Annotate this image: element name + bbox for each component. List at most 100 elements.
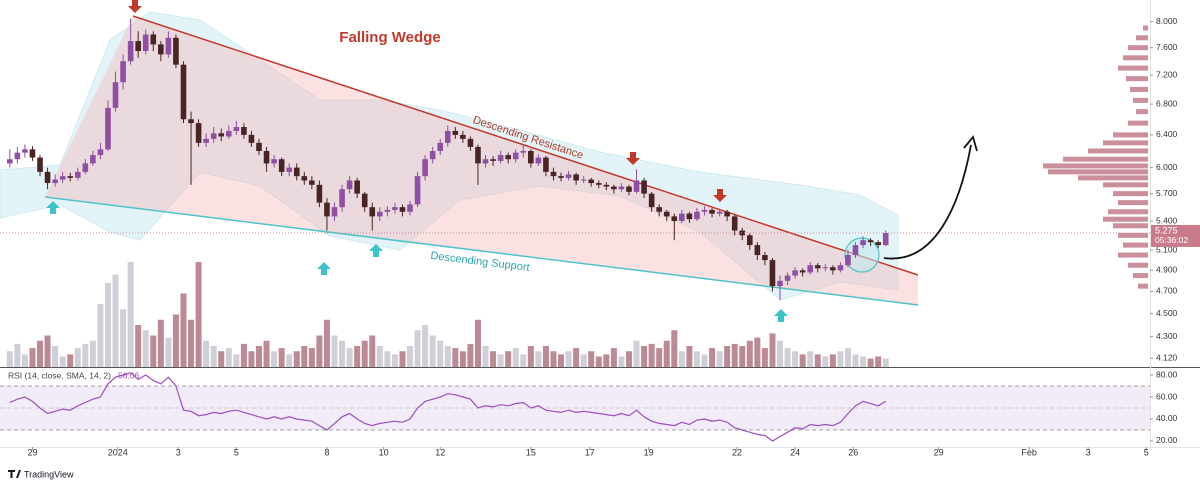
volume-bar bbox=[603, 354, 610, 367]
up-arrow bbox=[369, 244, 383, 257]
y-tick-label: 6.000 bbox=[1156, 162, 1178, 172]
volume-bar bbox=[550, 351, 557, 367]
candle-body bbox=[762, 255, 768, 261]
volume-profile-bar bbox=[1113, 223, 1148, 229]
candle-body bbox=[316, 184, 323, 203]
volume-bar bbox=[301, 346, 308, 367]
candle-body bbox=[429, 150, 436, 160]
candle-body bbox=[195, 123, 202, 143]
x-tick-label: 24 bbox=[790, 447, 800, 457]
y-tick-label: 6.800 bbox=[1156, 98, 1178, 108]
volume-bar bbox=[671, 330, 678, 367]
candle-body bbox=[44, 171, 51, 184]
volume-bar bbox=[867, 358, 874, 367]
x-tick-label: Feb bbox=[1021, 447, 1037, 457]
volume-bar bbox=[852, 354, 859, 367]
volume-bar bbox=[437, 340, 444, 367]
candle-body bbox=[392, 207, 398, 210]
volume-bar bbox=[391, 354, 398, 367]
y-tick-label: 20.00 bbox=[1156, 435, 1178, 445]
volume-bar bbox=[822, 356, 829, 367]
volume-profile-bar bbox=[1103, 216, 1148, 222]
volume-bar bbox=[829, 354, 836, 367]
candle-body bbox=[346, 180, 353, 190]
volume-bar bbox=[527, 346, 534, 367]
y-tick-label: 4.120 bbox=[1156, 353, 1178, 363]
candle-body bbox=[135, 41, 141, 52]
volume-bar bbox=[520, 354, 527, 367]
volume-bar bbox=[384, 351, 391, 367]
volume-profile-bar bbox=[1128, 262, 1148, 268]
candle-body bbox=[837, 265, 844, 271]
candle-body bbox=[595, 183, 602, 185]
volume-bar bbox=[376, 346, 383, 367]
volume-bar bbox=[580, 354, 587, 367]
volume-profile-bar bbox=[1133, 97, 1148, 103]
candle-body bbox=[293, 167, 300, 177]
x-tick-label: 3 bbox=[176, 447, 181, 457]
candle-body bbox=[324, 202, 330, 217]
candle-body bbox=[82, 163, 89, 172]
candle-body bbox=[309, 180, 315, 185]
volume-profile-bar bbox=[1043, 163, 1148, 169]
volume-profile-bar bbox=[1123, 242, 1148, 248]
last-price-label: 5.275 bbox=[1155, 225, 1178, 235]
volume-bar bbox=[218, 351, 225, 367]
volume-bar bbox=[21, 354, 28, 367]
volume-bar bbox=[14, 343, 21, 367]
candle-body bbox=[747, 235, 753, 246]
volume-bar bbox=[422, 325, 429, 367]
candle-body bbox=[731, 216, 738, 231]
volume-bar bbox=[459, 351, 466, 367]
support-arrows bbox=[46, 201, 788, 322]
volume-bar bbox=[278, 348, 285, 367]
volume-bar bbox=[308, 348, 315, 367]
volume-bar bbox=[716, 351, 723, 367]
volume-profile-bar bbox=[1048, 169, 1148, 175]
volume-bar bbox=[150, 335, 157, 367]
candle-body bbox=[361, 193, 368, 208]
volume-bar bbox=[618, 356, 625, 367]
candle-body bbox=[663, 211, 670, 217]
candle-body bbox=[444, 130, 451, 143]
volume-bar bbox=[731, 343, 738, 367]
candle-body bbox=[241, 127, 247, 135]
volume-profile-bar bbox=[1130, 86, 1148, 92]
y-tick-label: 40.00 bbox=[1156, 413, 1178, 423]
candle-body bbox=[799, 270, 806, 273]
volume-bar bbox=[807, 351, 814, 367]
candle-body bbox=[573, 174, 579, 181]
volume-bar bbox=[814, 354, 821, 367]
volume-bar bbox=[248, 351, 255, 367]
volume-bar bbox=[625, 351, 632, 367]
candle-body bbox=[830, 267, 836, 271]
candle-body bbox=[618, 186, 625, 190]
volume-profile-bar bbox=[1118, 252, 1148, 258]
candle-body bbox=[580, 179, 587, 181]
candle-body bbox=[656, 207, 662, 212]
candle-body bbox=[29, 149, 36, 158]
volume-bar bbox=[120, 309, 127, 367]
candle-body bbox=[784, 275, 791, 281]
candle-body bbox=[882, 232, 889, 246]
candle-body bbox=[845, 255, 851, 266]
candle-body bbox=[120, 61, 126, 83]
volume-profile-bar bbox=[1113, 191, 1148, 197]
x-tick-label: 17 bbox=[585, 447, 595, 457]
volume-profile-bar bbox=[1103, 182, 1148, 188]
candle-body bbox=[233, 127, 240, 131]
candle-body bbox=[460, 134, 466, 139]
last-price-box bbox=[1151, 224, 1200, 247]
volume-bar bbox=[588, 351, 595, 367]
resistance-line bbox=[132, 15, 919, 276]
y-tick-label: 80.00 bbox=[1156, 369, 1178, 379]
volume-bar bbox=[323, 319, 330, 367]
volume-profile-bar bbox=[1143, 25, 1148, 31]
volume-bar bbox=[429, 335, 436, 367]
y-tick-label: 4.700 bbox=[1156, 286, 1178, 296]
candle-body bbox=[475, 146, 481, 164]
candle-body bbox=[512, 152, 519, 160]
volume-bar bbox=[784, 348, 791, 367]
candle-body bbox=[127, 41, 134, 62]
